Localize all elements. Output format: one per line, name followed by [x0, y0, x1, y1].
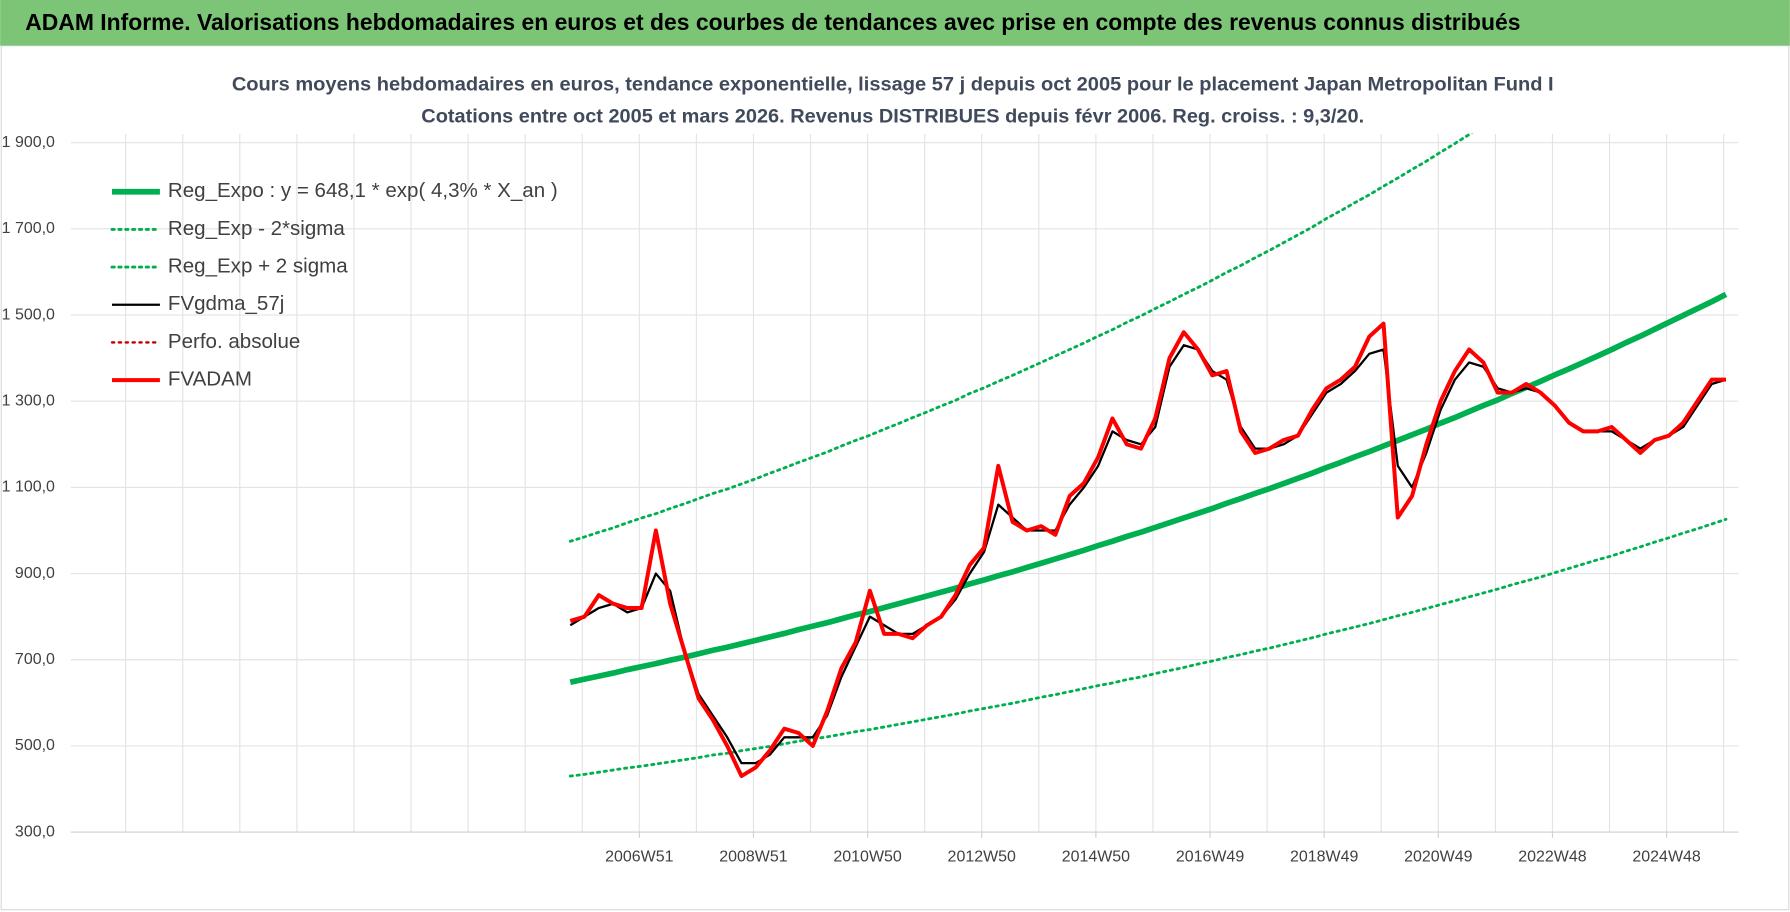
legend-label: Perfo. absolue	[168, 330, 300, 353]
y-tick-label: 900,0	[15, 565, 55, 582]
y-tick-label: 300,0	[15, 823, 55, 840]
y-tick-label: 700,0	[15, 651, 55, 668]
y-tick-label: 500,0	[15, 737, 55, 754]
header-title: ADAM Informe. Valorisations hebdomadaire…	[25, 9, 1520, 35]
header-bar	[0, 0, 1790, 46]
plot-area	[568, 133, 1728, 779]
x-tick-label: 2008W51	[719, 848, 787, 865]
series-line	[569, 291, 1728, 685]
x-tick-label: 2016W49	[1176, 848, 1244, 865]
legend-label: FVgdma_57j	[168, 292, 284, 315]
legend-label: Reg_Exp + 2 sigma	[168, 255, 348, 278]
series-line	[568, 133, 1474, 543]
x-tick-label: 2020W49	[1404, 848, 1472, 865]
x-tick-label: 2018W49	[1290, 848, 1358, 865]
y-tick-label: 1 500,0	[2, 306, 55, 323]
series-line	[569, 321, 1726, 779]
x-tick-label: 2022W48	[1518, 848, 1586, 865]
y-tick-label: 1 900,0	[2, 134, 55, 151]
chart-subtitle: Cotations entre oct 2005 et mars 2026. R…	[421, 106, 1364, 128]
series-line	[568, 517, 1728, 778]
x-tick-label: 2012W50	[948, 848, 1016, 865]
legend-label: FVADAM	[168, 368, 252, 391]
x-tick-label: 2006W51	[605, 848, 673, 865]
y-tick-label: 1 700,0	[2, 220, 55, 237]
x-tick-label: 2010W50	[833, 848, 901, 865]
y-tick-label: 1 100,0	[2, 479, 55, 496]
legend-label: Reg_Expo : y = 648,1 * exp( 4,3% * X_an …	[168, 179, 558, 202]
chart-title: Cours moyens hebdomadaires en euros, ten…	[232, 74, 1554, 96]
x-tick-label: 2014W50	[1062, 848, 1130, 865]
legend-label: Reg_Exp - 2*sigma	[168, 217, 345, 240]
x-tick-label: 2024W48	[1632, 848, 1700, 865]
y-tick-label: 1 300,0	[2, 392, 55, 409]
